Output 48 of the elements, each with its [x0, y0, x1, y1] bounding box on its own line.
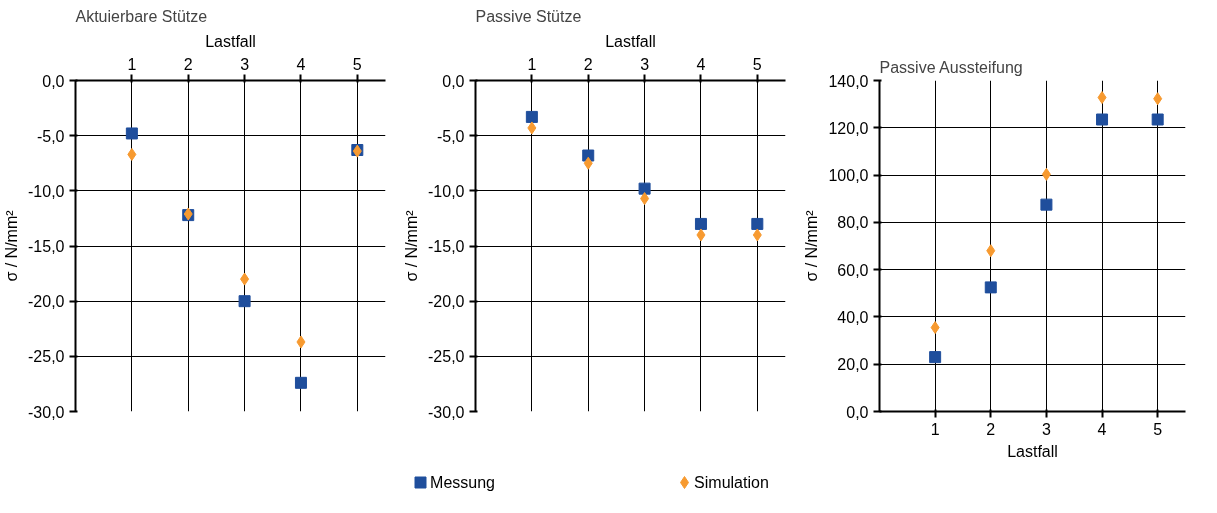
y-axis-title: σ / N/mm²: [403, 209, 421, 282]
y-tick-label: 40,0: [837, 308, 869, 326]
chart-title: Passive Aussteifung: [879, 58, 1023, 76]
chart-title: Aktuierbare Stütze: [75, 7, 208, 25]
y-axis-title: σ / N/mm²: [803, 209, 821, 282]
y-tick-label: -25,0: [428, 348, 465, 366]
y-tick-label: -15,0: [28, 238, 65, 255]
y-tick-label: 60,0: [837, 261, 869, 279]
x-tick-label: 3: [1041, 420, 1051, 438]
y-axis-title: σ / N/mm²: [3, 209, 21, 282]
x-axis-title: Lastfall: [205, 32, 256, 50]
x-tick-label: 4: [696, 55, 706, 73]
x-tick-label: 3: [240, 55, 250, 73]
y-tick-label: -5,0: [36, 127, 65, 145]
y-tick-label: -30,0: [428, 403, 465, 421]
y-tick-label: 80,0: [837, 214, 869, 232]
x-tick-label: 1: [930, 420, 940, 438]
y-tick-label: -10,0: [28, 182, 65, 200]
x-tick-label: 4: [296, 55, 306, 73]
x-tick-label: 2: [183, 55, 193, 73]
y-tick-label: -20,0: [28, 293, 65, 311]
y-tick-label: 0,0: [846, 403, 869, 421]
y-tick-label: -20,0: [428, 293, 465, 311]
x-tick-label: 2: [986, 420, 996, 438]
y-tick-label: -15,0: [428, 238, 465, 255]
y-tick-label: 120,0: [828, 119, 869, 137]
x-tick-label: 5: [1153, 420, 1163, 438]
x-tick-label: 5: [752, 55, 762, 73]
y-tick-label: 0,0: [42, 72, 65, 90]
legend-label: Simulation: [694, 474, 769, 491]
y-tick-label: -10,0: [428, 182, 465, 200]
y-tick-label: -30,0: [28, 403, 65, 421]
chart-title: Passive Stütze: [475, 7, 582, 25]
x-tick-label: 1: [127, 55, 137, 73]
x-tick-label: 3: [640, 55, 650, 73]
y-tick-label: 100,0: [828, 167, 869, 185]
x-tick-label: 4: [1097, 420, 1107, 438]
x-tick-label: 5: [352, 55, 362, 73]
y-tick-label: 0,0: [442, 72, 465, 90]
y-tick-label: 140,0: [828, 72, 869, 90]
y-tick-label: -5,0: [436, 127, 465, 145]
y-tick-label: -25,0: [28, 348, 65, 366]
x-axis-title: Lastfall: [1007, 442, 1058, 460]
x-tick-label: 2: [583, 55, 593, 73]
y-tick-label: 20,0: [837, 356, 869, 374]
x-axis-title: Lastfall: [605, 32, 656, 50]
x-tick-label: 1: [527, 55, 537, 73]
legend-label: Messung: [430, 474, 496, 491]
